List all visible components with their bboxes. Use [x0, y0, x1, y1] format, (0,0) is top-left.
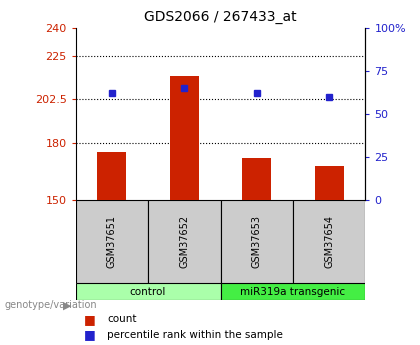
Text: ■: ■ [84, 328, 96, 341]
Text: control: control [130, 287, 166, 296]
Bar [220, 200, 293, 283]
Text: genotype/variation: genotype/variation [4, 300, 97, 310]
Text: ▶: ▶ [63, 300, 71, 310]
Bar [76, 200, 148, 283]
Text: miR319a transgenic: miR319a transgenic [240, 287, 346, 296]
Bar [148, 200, 220, 283]
Bar [76, 283, 220, 300]
Text: count: count [107, 314, 136, 324]
Bar [170, 76, 199, 200]
Text: GSM37652: GSM37652 [179, 215, 189, 268]
Bar [315, 166, 344, 200]
Text: GSM37653: GSM37653 [252, 215, 262, 268]
Text: percentile rank within the sample: percentile rank within the sample [107, 330, 283, 339]
Text: GSM37654: GSM37654 [324, 215, 334, 268]
Bar [242, 158, 271, 200]
Bar [97, 152, 126, 200]
Text: ■: ■ [84, 313, 96, 326]
Text: GSM37651: GSM37651 [107, 215, 117, 268]
Title: GDS2066 / 267433_at: GDS2066 / 267433_at [144, 10, 297, 24]
Bar [293, 200, 365, 283]
Bar [220, 283, 365, 300]
